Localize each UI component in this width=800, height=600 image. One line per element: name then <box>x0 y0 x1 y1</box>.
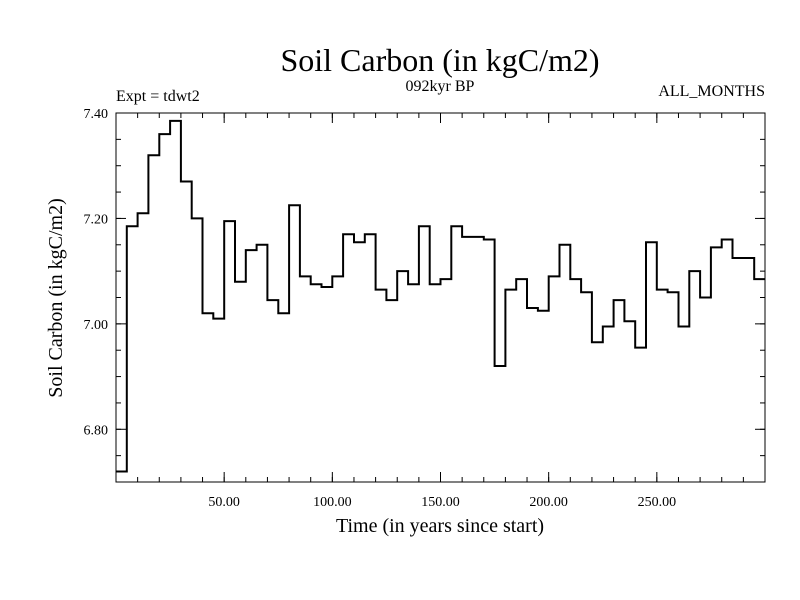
x-tick-label: 250.00 <box>638 495 677 510</box>
y-tick-label: 7.00 <box>84 318 109 333</box>
y-tick-label: 7.40 <box>84 107 109 122</box>
y-tick-label: 7.20 <box>84 212 109 227</box>
y-tick-labels: 6.80 7.00 7.20 7.40 <box>84 107 109 438</box>
y-major-ticks <box>116 112 765 430</box>
plot-frame <box>115 112 766 483</box>
y-axis-label: Soil Carbon (in kgC/m2) <box>45 198 67 397</box>
x-minor-ticks <box>137 113 744 482</box>
period-label: ALL_MONTHS <box>658 83 765 100</box>
y-minor-ticks <box>116 112 765 483</box>
chart-title: Soil Carbon (in kgC/m2) <box>280 42 600 78</box>
x-tick-label: 200.00 <box>529 495 568 510</box>
chart-subtitle: 092kyr BP <box>405 78 475 95</box>
x-major-ticks <box>223 113 658 482</box>
x-tick-labels: 50.00 100.00 150.00 200.00 250.00 <box>208 495 676 510</box>
experiment-label: Expt = tdwt2 <box>116 88 200 105</box>
x-tick-label: 50.00 <box>208 495 240 510</box>
y-tick-label: 6.80 <box>84 423 109 438</box>
soil-carbon-series-line <box>116 119 765 473</box>
x-tick-label: 150.00 <box>421 495 460 510</box>
x-axis-label: Time (in years since start) <box>336 515 544 537</box>
x-tick-label: 100.00 <box>313 495 352 510</box>
